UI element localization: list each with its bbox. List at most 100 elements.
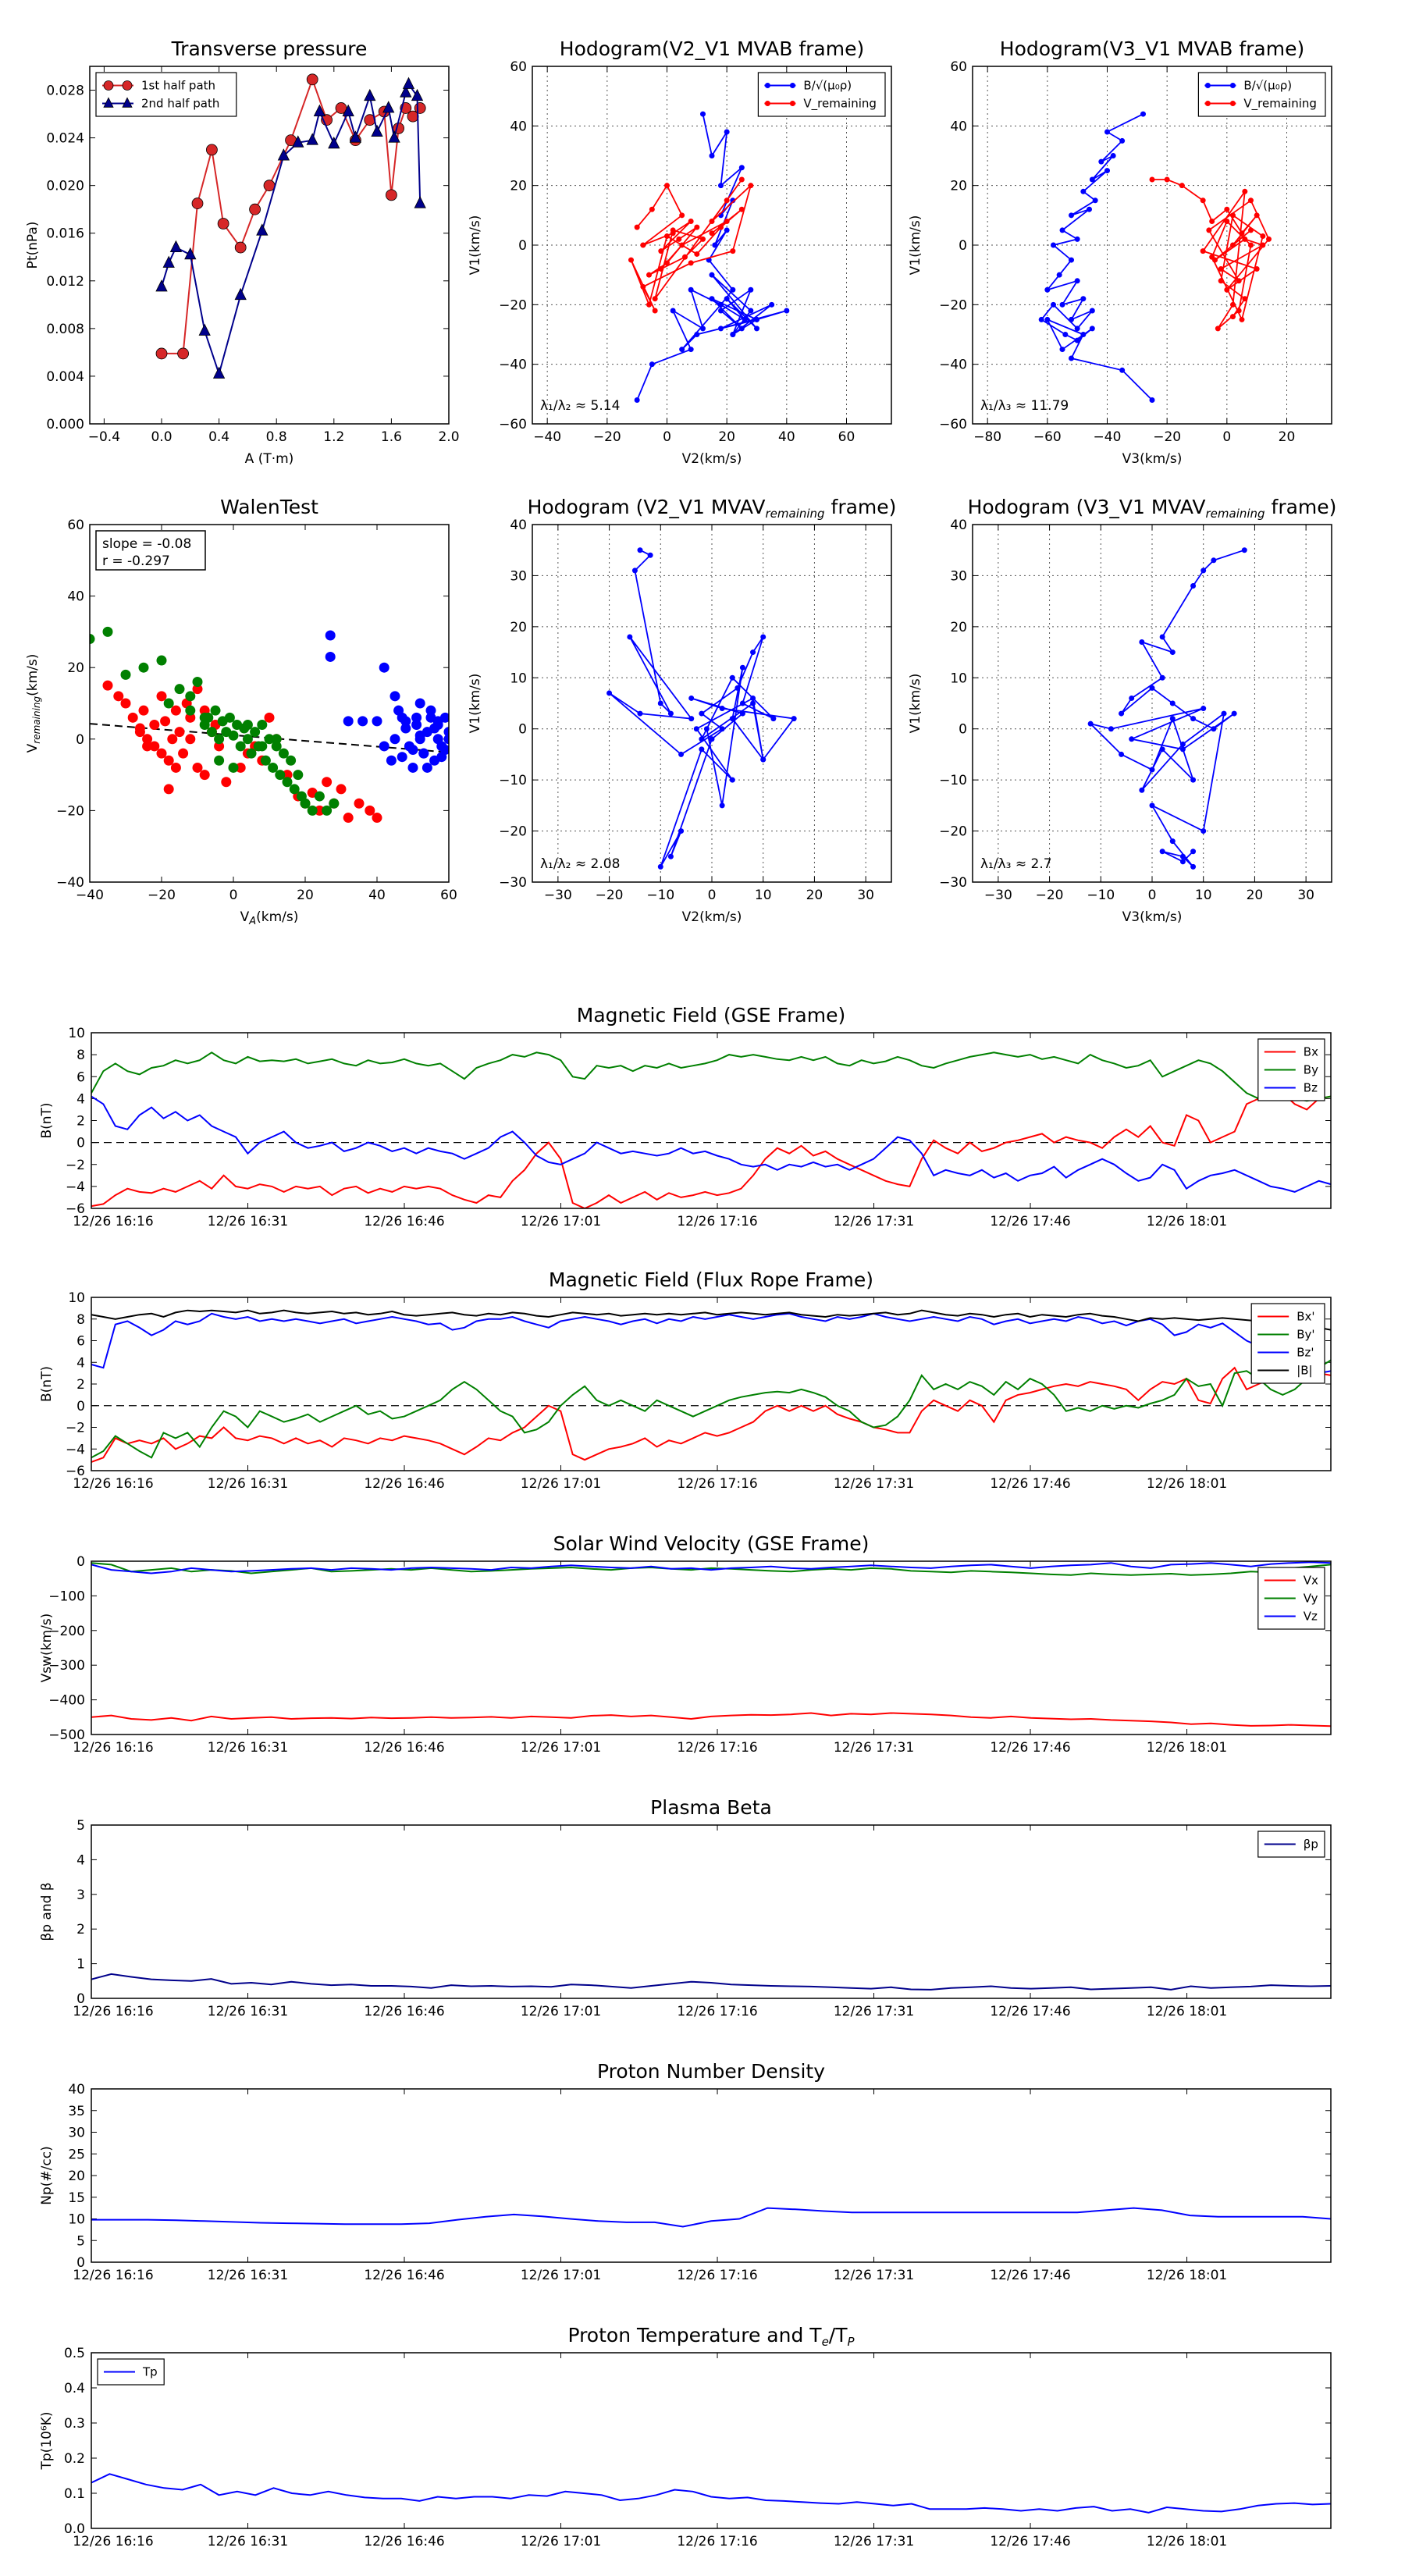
data-point bbox=[1108, 726, 1114, 732]
data-point bbox=[738, 206, 745, 212]
data-point bbox=[357, 716, 368, 727]
series-line bbox=[630, 179, 752, 311]
data-point bbox=[649, 361, 655, 368]
data-point bbox=[1169, 838, 1176, 845]
data-point bbox=[411, 712, 422, 723]
data-point bbox=[1059, 301, 1065, 308]
data-point bbox=[1069, 212, 1074, 219]
data-point bbox=[184, 247, 197, 260]
y-tick-label: 0 bbox=[959, 238, 967, 254]
x-tick-label: 12/26 16:16 bbox=[73, 2004, 153, 2019]
y-tick-label: −2 bbox=[66, 1421, 85, 1436]
legend-label: Bz bbox=[1304, 1081, 1318, 1095]
series-1 bbox=[155, 76, 426, 379]
series-line-0 bbox=[91, 1973, 1331, 1991]
data-point bbox=[1218, 278, 1224, 284]
x-tick-label: 30 bbox=[1297, 888, 1314, 903]
chart-magnetic-field-gse: 12/26 16:16 12/26 16:31 12/26 16:46 12/26 1… bbox=[39, 1004, 1332, 1229]
annotation-frame bbox=[95, 530, 206, 571]
data-point bbox=[738, 165, 745, 171]
data-point bbox=[1069, 257, 1074, 263]
series-line-2 bbox=[91, 1561, 1331, 1574]
plot-area bbox=[91, 1561, 1331, 1727]
x-tick-label: 20 bbox=[718, 429, 735, 445]
data-point bbox=[628, 257, 634, 263]
series-line bbox=[1040, 113, 1153, 401]
x-tick-label: 20 bbox=[806, 888, 823, 903]
chart-transverse-pressure: −0.4 0.0 0.4 0.8 1.2 1.6 2.0 0.000 0.004 0.008 0.0… bbox=[25, 37, 460, 467]
y-tick-label: −6 bbox=[66, 1201, 85, 1217]
data-point bbox=[688, 347, 694, 353]
series-0 bbox=[606, 547, 797, 870]
x-tick-label: 2.0 bbox=[438, 429, 459, 445]
plot-area bbox=[1087, 547, 1247, 870]
data-point bbox=[729, 716, 735, 722]
data-point bbox=[411, 719, 422, 730]
y-tick-label: 60 bbox=[950, 59, 967, 75]
data-point bbox=[1164, 176, 1170, 183]
data-point bbox=[1129, 736, 1135, 742]
y-tick-label: −2 bbox=[66, 1158, 85, 1173]
data-point bbox=[694, 224, 700, 230]
y-tick-label: 3 bbox=[76, 1888, 85, 1903]
data-point bbox=[1211, 557, 1217, 564]
data-point bbox=[328, 136, 340, 149]
series-line-0 bbox=[91, 1356, 1331, 1463]
legend-label: By' bbox=[1297, 1328, 1314, 1342]
data-point bbox=[325, 651, 336, 662]
data-point bbox=[206, 727, 217, 738]
data-point bbox=[149, 741, 160, 752]
plot-frame bbox=[532, 66, 892, 425]
x-tick-label: 12/26 16:46 bbox=[364, 1476, 444, 1492]
data-point bbox=[1230, 314, 1236, 320]
x-tick-label: −30 bbox=[984, 888, 1012, 903]
data-point bbox=[754, 316, 759, 322]
data-point bbox=[709, 153, 715, 158]
x-tick-label: 12/26 18:01 bbox=[1147, 2268, 1227, 2283]
data-point bbox=[1074, 278, 1080, 284]
plot-frame bbox=[972, 66, 1332, 425]
x-tick-label: 12/26 16:46 bbox=[364, 2268, 444, 2283]
data-point bbox=[371, 124, 383, 137]
data-point bbox=[700, 326, 706, 332]
data-point bbox=[400, 723, 411, 734]
data-point bbox=[791, 716, 797, 722]
data-point bbox=[349, 130, 362, 143]
legend-label: V_remaining bbox=[803, 97, 877, 112]
data-point bbox=[277, 148, 290, 161]
y-tick-label: −30 bbox=[499, 875, 527, 891]
data-point bbox=[649, 206, 655, 212]
y-tick-label: −500 bbox=[48, 1727, 85, 1743]
data-point bbox=[694, 332, 700, 337]
chart-title: Solar Wind Velocity (GSE Frame) bbox=[553, 1532, 870, 1555]
plot-frame bbox=[972, 524, 1332, 883]
legend-marker bbox=[1229, 83, 1236, 88]
series-1 bbox=[1149, 176, 1272, 332]
data-point bbox=[1200, 197, 1206, 204]
data-point bbox=[688, 716, 695, 722]
legend-marker bbox=[1204, 101, 1211, 106]
data-point bbox=[718, 326, 724, 332]
x-tick-label: 12/26 17:46 bbox=[990, 2004, 1070, 2019]
data-point bbox=[282, 777, 293, 788]
y-tick-label: 40 bbox=[68, 2082, 85, 2097]
x-tick-label: 12/26 17:31 bbox=[834, 2268, 914, 2283]
data-point bbox=[750, 695, 756, 701]
data-point bbox=[122, 80, 133, 91]
data-point bbox=[1236, 308, 1242, 314]
y-tick-label: 0.028 bbox=[46, 84, 84, 99]
y-tick-label: 20 bbox=[950, 179, 967, 194]
y-tick-label: 0.004 bbox=[46, 369, 84, 385]
y-tick-label: −20 bbox=[939, 297, 967, 313]
data-point bbox=[432, 716, 443, 727]
y-tick-label: 0.012 bbox=[46, 274, 84, 290]
data-point bbox=[389, 734, 400, 745]
chart-hodogram-v2-mvav: −30 −20 −10 0 10 20 30 −30 −20 −10 0 10 20 30 40Hodogr… bbox=[468, 496, 896, 925]
y-tick-label: 20 bbox=[510, 620, 527, 635]
data-point bbox=[169, 240, 183, 253]
data-point bbox=[329, 798, 340, 809]
data-point bbox=[748, 286, 754, 293]
x-tick-label: 12/26 17:01 bbox=[521, 1214, 601, 1229]
y-tick-label: 20 bbox=[950, 620, 967, 635]
data-point bbox=[1092, 197, 1098, 204]
